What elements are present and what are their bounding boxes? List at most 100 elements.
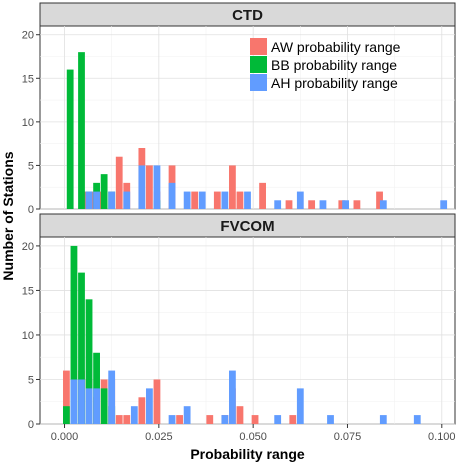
y-tick-label: 15	[22, 285, 34, 297]
bar-bb	[78, 52, 85, 210]
bar-ah	[296, 191, 304, 209]
bar-ah	[183, 191, 191, 209]
bar-ah	[78, 379, 85, 424]
bar-aw	[353, 200, 361, 209]
bar-ah	[138, 165, 146, 209]
bar-ah	[153, 165, 161, 209]
legend-label-aw: AW probability range	[271, 39, 401, 55]
y-tick-label: 10	[22, 330, 34, 342]
bar-ah	[123, 191, 131, 209]
y-tick-label: 0	[28, 204, 34, 216]
legend: AW probability range BB probability range…	[250, 38, 401, 91]
bar-ah	[198, 191, 206, 209]
bar-aw	[81, 191, 89, 209]
bar-ah	[146, 388, 153, 424]
bar-aw	[176, 415, 183, 424]
y-tick-label: 15	[22, 73, 34, 85]
bar-bb	[100, 388, 108, 424]
bar-ah	[244, 191, 251, 209]
bar-ah	[274, 415, 282, 424]
legend-label-bb: BB probability range	[271, 57, 397, 73]
panel-fvcom: FVCOM 0 5 10 15 20	[22, 213, 456, 431]
bar-ah	[93, 388, 100, 424]
bar-ah	[183, 406, 191, 424]
x-tick-label: 0.100	[428, 431, 456, 443]
bar-aw	[338, 200, 346, 209]
y-tick-label: 5	[28, 160, 34, 172]
bar-bb	[78, 272, 85, 424]
panel-ctd-bars	[66, 52, 448, 210]
bar-ah	[379, 200, 387, 209]
legend-key-aw	[250, 38, 267, 55]
bar-ah	[319, 200, 327, 209]
bar-bb	[85, 299, 93, 424]
bar-aw	[259, 182, 266, 209]
panel-fvcom-title: FVCOM	[220, 218, 274, 235]
bar-bb	[66, 69, 74, 209]
bar-aw	[153, 379, 161, 424]
bar-aw	[236, 406, 244, 424]
panel-ctd-title: CTD	[232, 7, 263, 24]
bar-bb	[100, 174, 108, 209]
bar-aw	[376, 191, 383, 209]
bar-aw	[123, 415, 131, 424]
bar-ah	[221, 415, 229, 424]
bar-ah	[93, 191, 100, 209]
y-axis-title: Number of Stations	[0, 151, 16, 280]
legend-key-bb	[250, 56, 267, 73]
bar-ah	[274, 200, 282, 209]
bar-ah	[413, 415, 421, 424]
x-axis: 0.000 0.025 0.050 0.075 0.100	[51, 424, 456, 443]
bar-aw	[236, 191, 244, 209]
bar-aw	[63, 370, 70, 424]
y-tick-label: 20	[22, 241, 34, 253]
y-tick-label: 0	[28, 419, 34, 431]
bar-aw	[251, 415, 259, 424]
x-tick-label: 0.050	[239, 431, 267, 443]
bar-ah	[70, 379, 78, 424]
y-tick-label: 5	[28, 374, 34, 386]
bar-bb	[63, 406, 70, 424]
bar-ah	[229, 370, 236, 424]
bar-aw	[115, 156, 123, 209]
panel-fvcom-bars	[63, 245, 421, 424]
panel-ctd: CTD 0 5 10 15 20	[22, 2, 456, 216]
bar-ah	[85, 388, 93, 424]
bar-aw	[191, 191, 199, 209]
bar-ah	[296, 388, 304, 424]
bar-aw	[229, 165, 236, 209]
bar-aw	[213, 191, 221, 209]
bar-bb	[70, 245, 78, 424]
bar-aw	[285, 200, 293, 209]
bar-ah	[327, 415, 334, 424]
bar-ah	[108, 191, 116, 209]
x-axis-title: Probability range	[190, 446, 305, 462]
bar-aw	[308, 200, 316, 209]
x-tick-label: 0.075	[334, 431, 362, 443]
bar-ah	[108, 370, 116, 424]
y-tick-label: 10	[22, 117, 34, 129]
bar-aw	[206, 415, 214, 424]
bar-aw	[96, 191, 104, 209]
bar-ah	[130, 406, 138, 424]
bar-ah	[221, 191, 229, 209]
bar-ah	[168, 415, 176, 424]
x-tick-label: 0.025	[145, 431, 173, 443]
bar-aw	[89, 191, 97, 209]
panel-ctd-y-axis: 0 5 10 15 20	[22, 30, 40, 216]
bar-ah	[342, 200, 349, 209]
x-tick-label: 0.000	[51, 431, 79, 443]
bar-ah	[440, 200, 448, 209]
legend-label-ah: AH probability range	[271, 75, 398, 91]
bar-aw	[146, 165, 153, 209]
y-tick-label: 20	[22, 30, 34, 42]
bar-ah	[85, 191, 93, 209]
bar-ah	[379, 415, 387, 424]
bar-aw	[115, 415, 123, 424]
bar-ah	[168, 182, 176, 209]
panel-fvcom-y-axis: 0 5 10 15 20	[22, 241, 40, 431]
bar-aw	[138, 397, 146, 424]
bar-aw	[289, 415, 297, 424]
legend-key-ah	[250, 74, 267, 91]
